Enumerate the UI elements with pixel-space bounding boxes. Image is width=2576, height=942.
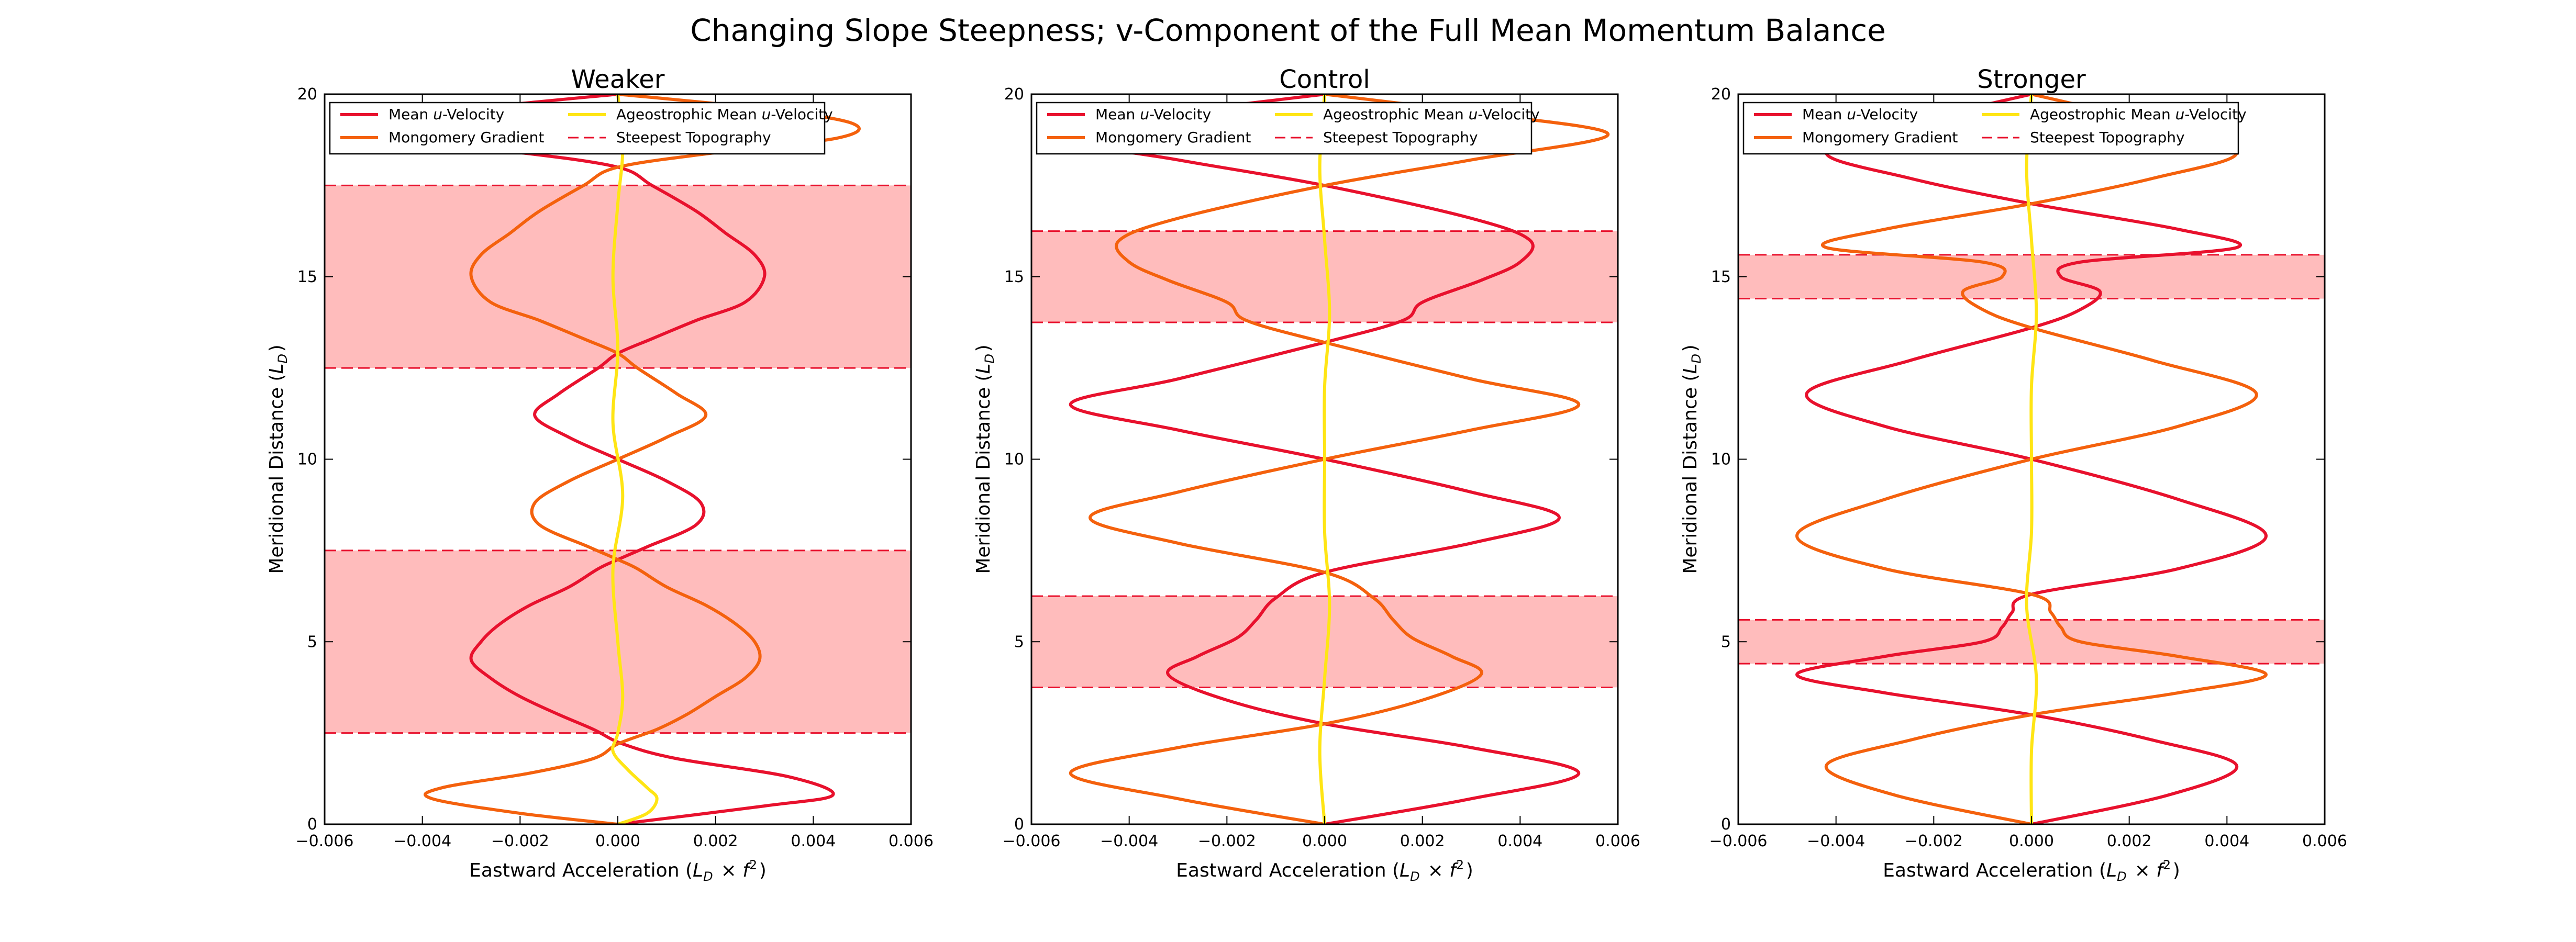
y-tick-label: 0 bbox=[1721, 815, 1731, 834]
legend: Mean u-Velocity Mongomery Gradient Ageostr… bbox=[329, 102, 833, 155]
series-line-ageostrophic-mean-u-velocity bbox=[1318, 94, 1331, 824]
legend-label-mean-u-velocity: Mean u-Velocity bbox=[1095, 106, 1211, 123]
panel-weaker: −0.006 −0.004 −0.002 0.000 0.002 0.004 0.006 0 5… bbox=[266, 65, 934, 884]
x-tick-label: 0.006 bbox=[1595, 832, 1640, 850]
plot-area-stronger bbox=[1738, 94, 2325, 824]
x-tick-label: −0.006 bbox=[1709, 832, 1767, 850]
legend-label-ageostrophic-mean-u-velocity: Ageostrophic Mean u-Velocity bbox=[616, 106, 833, 123]
y-tick-label: 15 bbox=[1004, 268, 1024, 286]
legend-frame bbox=[329, 102, 826, 155]
y-axis-label: Meridional Distance (LD ) bbox=[973, 344, 997, 574]
legend-label-steepest-topography: Steepest Topography bbox=[1323, 129, 1478, 146]
x-tick-label: −0.002 bbox=[1198, 832, 1256, 850]
y-tick-label: 10 bbox=[297, 451, 317, 469]
legend-frame bbox=[1742, 102, 2239, 155]
legend-label-ageostrophic-mean-u-velocity: Ageostrophic Mean u-Velocity bbox=[1323, 106, 1540, 123]
series-line-ageostrophic-mean-u-velocity bbox=[2025, 94, 2038, 824]
y-axis-label: Meridional Distance (LD ) bbox=[266, 344, 290, 574]
panel-title: Control bbox=[1279, 65, 1370, 94]
y-tick-label: 0 bbox=[1014, 815, 1024, 834]
legend-label-mean-u-velocity: Mean u-Velocity bbox=[388, 106, 504, 123]
plot-area-control bbox=[1031, 94, 1618, 824]
panel-stronger: −0.006 −0.004 −0.002 0.000 0.002 0.004 0.006 0 5… bbox=[1680, 65, 2347, 884]
x-tick-label: 0.000 bbox=[2009, 832, 2054, 850]
y-tick-label: 20 bbox=[297, 85, 317, 104]
y-tick-label: 10 bbox=[1004, 451, 1024, 469]
legend-label-steepest-topography: Steepest Topography bbox=[616, 129, 771, 146]
series-line-mean-u-velocity bbox=[1039, 94, 1581, 824]
plot-area-weaker bbox=[325, 94, 911, 824]
y-tick-label: 20 bbox=[1004, 85, 1024, 104]
x-tick-label: 0.004 bbox=[1497, 832, 1542, 850]
y-tick-label: 10 bbox=[1711, 451, 1731, 469]
x-tick-label: 0.002 bbox=[2107, 832, 2152, 850]
x-tick-label: 0.000 bbox=[1302, 832, 1347, 850]
y-tick-label: 15 bbox=[297, 268, 317, 286]
x-tick-label: −0.006 bbox=[295, 832, 353, 850]
series-line-montgomery-gradient bbox=[1069, 94, 1610, 824]
y-tick-label: 15 bbox=[1711, 268, 1731, 286]
x-tick-label: 0.000 bbox=[595, 832, 640, 850]
series-line-montgomery-gradient bbox=[424, 94, 861, 824]
y-tick-label: 5 bbox=[307, 633, 317, 651]
x-tick-label: −0.004 bbox=[1100, 832, 1158, 850]
legend-label-montgomery-gradient: Mongomery Gradient bbox=[1802, 129, 1958, 146]
y-axis-label: Meridional Distance (LD ) bbox=[1680, 344, 1704, 574]
x-tick-label: −0.002 bbox=[1905, 832, 1963, 850]
legend-frame bbox=[1036, 102, 1533, 155]
panel-title: Stronger bbox=[1977, 65, 2086, 94]
series-line-ageostrophic-mean-u-velocity bbox=[611, 94, 659, 824]
x-axis-label: Eastward Acceleration (LD × f2 ) bbox=[1176, 858, 1473, 884]
x-tick-label: 0.002 bbox=[693, 832, 738, 850]
x-axis-label: Eastward Acceleration (LD × f2 ) bbox=[469, 858, 767, 884]
panels: −0.006 −0.004 −0.002 0.000 0.002 0.004 0.006 0 5… bbox=[266, 65, 2347, 884]
legend: Mean u-Velocity Mongomery Gradient Ageostr… bbox=[1036, 102, 1540, 155]
legend-label-ageostrophic-mean-u-velocity: Ageostrophic Mean u-Velocity bbox=[2030, 106, 2247, 123]
y-tick-label: 5 bbox=[1014, 633, 1024, 651]
figure-title: Changing Slope Steepness; v-Component of… bbox=[690, 13, 1886, 48]
x-tick-label: 0.006 bbox=[2302, 832, 2347, 850]
legend-label-montgomery-gradient: Mongomery Gradient bbox=[1095, 129, 1251, 146]
legend-label-montgomery-gradient: Mongomery Gradient bbox=[388, 129, 544, 146]
x-tick-label: 0.004 bbox=[791, 832, 836, 850]
y-tick-label: 0 bbox=[307, 815, 317, 834]
panel-title: Weaker bbox=[571, 65, 665, 94]
legend: Mean u-Velocity Mongomery Gradient Ageostr… bbox=[1742, 102, 2247, 155]
x-tick-label: −0.004 bbox=[1807, 832, 1865, 850]
x-tick-label: −0.006 bbox=[1002, 832, 1060, 850]
x-tick-label: −0.004 bbox=[393, 832, 451, 850]
legend-label-steepest-topography: Steepest Topography bbox=[2030, 129, 2185, 146]
x-axis-label: Eastward Acceleration (LD × f2 ) bbox=[1883, 858, 2180, 884]
x-tick-label: 0.002 bbox=[1400, 832, 1445, 850]
legend-label-mean-u-velocity: Mean u-Velocity bbox=[1802, 106, 1918, 123]
steepest-topography-band bbox=[1738, 254, 2325, 299]
panel-control: −0.006 −0.004 −0.002 0.000 0.002 0.004 0.006 0 5… bbox=[973, 65, 1640, 884]
x-tick-label: 0.006 bbox=[889, 832, 934, 850]
y-tick-label: 5 bbox=[1721, 633, 1731, 651]
x-tick-label: 0.004 bbox=[2204, 832, 2249, 850]
y-tick-label: 20 bbox=[1711, 85, 1731, 104]
x-tick-label: −0.002 bbox=[491, 832, 549, 850]
